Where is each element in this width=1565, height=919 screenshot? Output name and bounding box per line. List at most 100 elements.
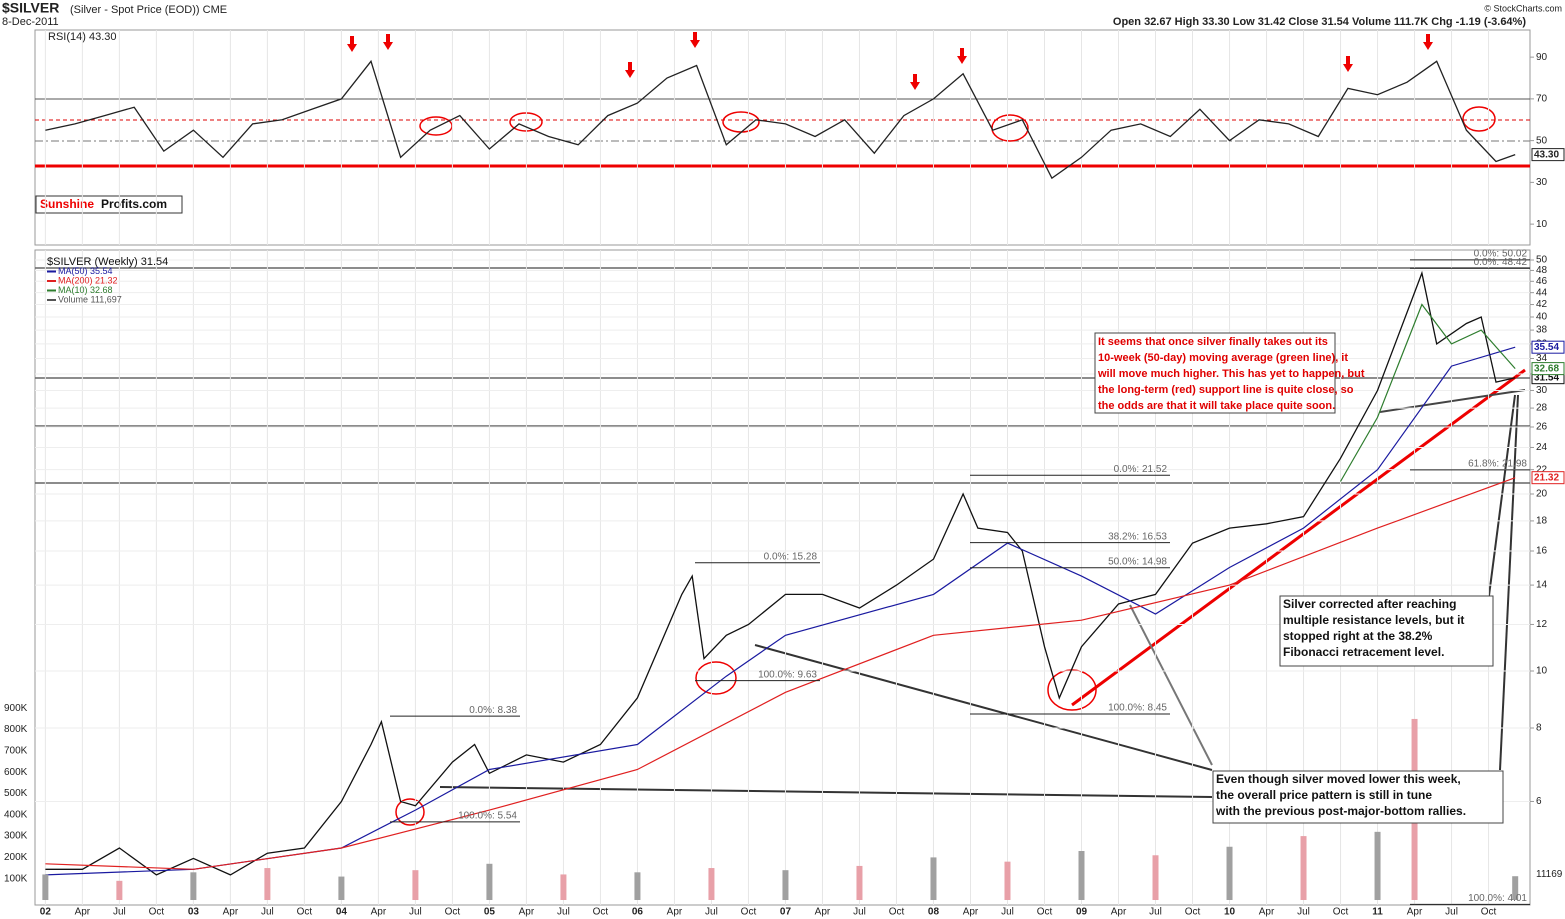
x-tick-label: Oct <box>1185 907 1201 918</box>
y-tick-label: 26 <box>1536 422 1548 433</box>
y-tick-label: 38 <box>1536 325 1548 336</box>
y-tick-label: 900K <box>4 703 28 714</box>
x-tick-label: 05 <box>484 907 496 918</box>
volume-bar <box>1078 851 1085 900</box>
support-trend-line <box>1071 368 1526 707</box>
brand: Profits.com <box>101 197 167 211</box>
y-tick-label: 6 <box>1536 796 1542 807</box>
series-line <box>45 346 1516 876</box>
y-tick-label: 70 <box>1536 94 1548 105</box>
annotation-text: the odds are that it will take place qui… <box>1098 400 1335 412</box>
arrow <box>957 48 967 64</box>
x-tick-label: 07 <box>780 907 792 918</box>
fib-label: 0.0%: 15.28 <box>764 551 818 562</box>
y-tick-label: 20 <box>1536 489 1548 500</box>
x-tick-label: Jul <box>557 907 570 918</box>
y-tick-label: 10 <box>1536 666 1548 677</box>
fib-label: 0.0%: 48.42 <box>1474 257 1528 268</box>
x-tick-label: Jul <box>261 907 274 918</box>
brand: Sunshine <box>40 197 94 211</box>
y-tick-label: 90 <box>1536 52 1548 63</box>
x-tick-label: 08 <box>928 907 940 918</box>
x-tick-label: Oct <box>1333 907 1349 918</box>
x-tick-label: Oct <box>741 907 757 918</box>
volume-bar <box>338 876 345 900</box>
x-tick-label: Apr <box>1259 907 1275 918</box>
volume-bar <box>190 872 197 900</box>
x-tick-label: Apr <box>371 907 387 918</box>
x-tick-label: 10 <box>1224 907 1236 918</box>
y-tick-label: 700K <box>4 746 28 757</box>
x-tick-label: Jul <box>705 907 718 918</box>
x-tick-label: Oct <box>1037 907 1053 918</box>
annotation-text: Even though silver moved lower this week… <box>1216 772 1461 786</box>
x-tick-label: 06 <box>632 907 644 918</box>
volume-bar <box>782 870 789 900</box>
legend-label: MA(200) 21.32 <box>58 275 118 285</box>
arrow <box>1423 34 1433 50</box>
y-tick-label: 300K <box>4 831 28 842</box>
last-value-tag <box>1531 340 1565 354</box>
x-tick-label: Oct <box>593 907 609 918</box>
circle <box>1462 106 1496 132</box>
y-tick-label: 18 <box>1536 516 1548 527</box>
y-tick-label: 800K <box>4 724 28 735</box>
y-tick-label: 30 <box>1536 177 1548 188</box>
x-tick-label: 11 <box>1372 907 1383 918</box>
annotation-text: multiple resistance levels, but it <box>1283 613 1464 627</box>
y-tick-label: 50 <box>1536 135 1548 146</box>
circle <box>695 661 737 695</box>
x-tick-label: Apr <box>223 907 239 918</box>
fib-label: 38.2%: 16.53 <box>1108 531 1167 542</box>
circle <box>395 798 425 826</box>
y-tick-label: 30 <box>1536 385 1548 396</box>
volume-bar <box>264 868 271 900</box>
x-tick-label: Apr <box>667 907 683 918</box>
legend-label: MA(50) 35.54 <box>58 266 113 276</box>
y-tick-label: 22 <box>1536 464 1548 475</box>
arrow <box>383 34 393 50</box>
series-line <box>45 477 1516 870</box>
fib-label: 0.0%: 21.52 <box>1114 464 1168 475</box>
series-line <box>45 270 1516 876</box>
x-tick-label: 02 <box>40 907 52 918</box>
y-tick-label: 46 <box>1536 276 1548 287</box>
volume-bar <box>486 863 493 900</box>
series-line <box>45 59 1516 180</box>
x-tick-label: 03 <box>188 907 200 918</box>
arrow <box>347 36 357 52</box>
last-value-tag <box>1531 148 1565 162</box>
arrow <box>910 74 920 90</box>
arrow <box>1343 56 1353 72</box>
volume-bar <box>930 857 937 900</box>
source: © StockCharts.com <box>1484 3 1562 13</box>
last-value-label: 43.30 <box>1534 149 1559 160</box>
y-tick-label: 28 <box>1536 403 1548 414</box>
legend-label: MA(10) 32.68 <box>58 285 113 295</box>
y-tick-label: 16 <box>1536 546 1548 557</box>
annotation-text: Silver corrected after reaching <box>1283 597 1456 611</box>
annotation-text: with the previous post-major-bottom rall… <box>1215 804 1466 818</box>
last-value-label: 21.32 <box>1534 472 1559 483</box>
y-tick-label: 34 <box>1536 353 1548 364</box>
volume-bar <box>1152 855 1159 900</box>
annotation-text: stopped right at the 38.2% <box>1283 629 1433 643</box>
volume-bar <box>1512 876 1519 900</box>
x-tick-label: Jul <box>1149 907 1162 918</box>
series-line <box>1339 303 1516 482</box>
pointer-line <box>1499 394 1519 771</box>
x-tick-label: Oct <box>889 907 905 918</box>
x-tick-label: Apr <box>963 907 979 918</box>
y-tick-label: 14 <box>1536 580 1548 591</box>
y-tick-label: 100K <box>4 873 28 884</box>
volume-bar <box>116 880 123 900</box>
annotation-text: the overall price pattern is still in tu… <box>1216 788 1432 802</box>
x-tick-label: Oct <box>1481 907 1497 918</box>
symbol: $SILVER <box>2 0 59 16</box>
volume-bar <box>1226 846 1233 900</box>
fib-label: 100.0%: 9.63 <box>758 669 817 680</box>
volume-bar <box>708 868 715 900</box>
